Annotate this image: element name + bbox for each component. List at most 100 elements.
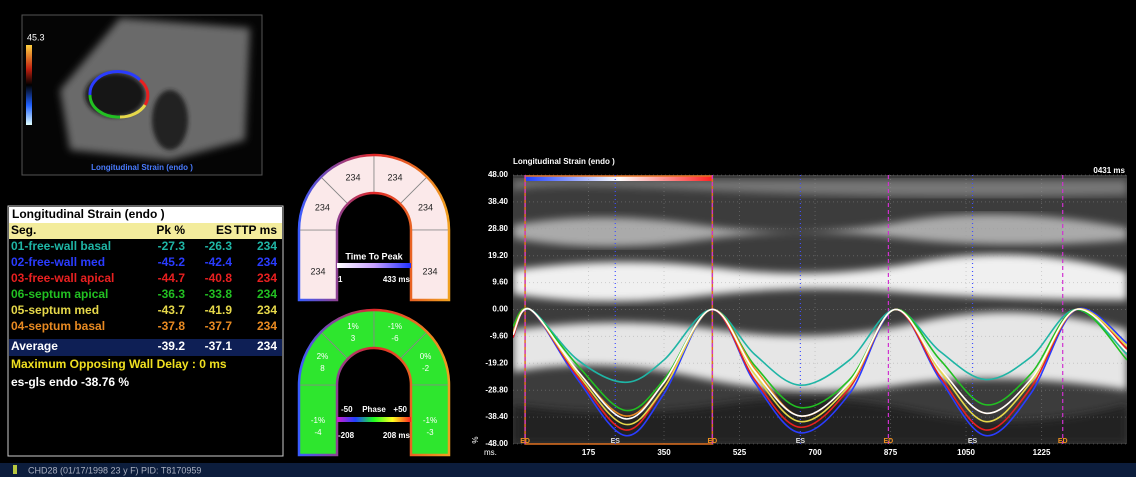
y-tick-label: -38.40: [485, 412, 508, 421]
segment-pct: 1%: [347, 322, 359, 331]
cavity: [152, 90, 188, 150]
segment-value: 234: [346, 172, 361, 182]
header-cell: ES: [216, 223, 232, 237]
wall-delay: Maximum Opposing Wall Delay : 0 ms: [11, 357, 227, 371]
gls: es-gls endo -38.76 %: [11, 375, 129, 389]
segment-value: 234: [315, 202, 330, 212]
table-cell: -42.4: [205, 255, 233, 269]
segment-pct: 2%: [317, 352, 329, 361]
status-icon: [13, 465, 17, 474]
x-tick-label: 175: [582, 448, 596, 457]
legend-bar: [337, 263, 411, 268]
average-cell: -37.1: [205, 339, 233, 353]
results-table: Longitudinal Strain (endo ) Maximum Oppo…: [8, 206, 283, 456]
legend-right: +50: [393, 405, 407, 414]
table-cell: -27.3: [158, 239, 186, 253]
legend-min: 1: [338, 275, 343, 284]
chart-annotation: 0431 ms: [1093, 166, 1125, 175]
table-cell: -36.3: [158, 287, 186, 301]
patient-info: CHD28 (01/17/1998 23 y F) PID: T8170959: [28, 465, 201, 475]
y-axis-label: %: [471, 436, 480, 443]
segment-pct: -1%: [311, 416, 325, 425]
table-cell: -43.7: [158, 303, 186, 317]
scale-value: 45.3: [27, 32, 45, 42]
table-title: Longitudinal Strain (endo ): [12, 207, 165, 221]
screen: 45.3 Longitudinal Strain (endo ) Longitu…: [0, 0, 1136, 477]
event-label: ES: [968, 438, 978, 445]
y-tick-label: 0.00: [492, 305, 508, 314]
map-segment: [411, 230, 449, 300]
table-cell: 234: [257, 239, 277, 253]
table-cell: -44.7: [158, 271, 186, 285]
event-label: ES: [796, 438, 806, 445]
table-cell: 234: [257, 287, 277, 301]
x-axis-label: ms.: [484, 448, 497, 457]
y-tick-label: -19.20: [485, 358, 508, 367]
y-tick-label: -48.00: [485, 439, 508, 448]
header-cell: TTP ms: [234, 223, 277, 237]
table-cell: -40.8: [205, 271, 233, 285]
header-cell: Pk %: [156, 223, 185, 237]
legend-max: 433 ms: [383, 275, 411, 284]
segment-value: -6: [391, 334, 399, 343]
y-tick-label: 19.20: [488, 251, 509, 260]
average-cell: 234: [257, 339, 277, 353]
average-cell: -39.2: [158, 339, 186, 353]
x-tick-label: 700: [808, 448, 822, 457]
segment-value: 8: [320, 364, 325, 373]
event-label: ED: [884, 438, 894, 445]
table-cell: -41.9: [205, 303, 233, 317]
x-tick-label: 350: [657, 448, 671, 457]
segment-pct: 0%: [420, 352, 432, 361]
header-cell: Seg.: [11, 223, 36, 237]
chart-title: Longitudinal Strain (endo ): [513, 157, 615, 166]
segment-value: 234: [418, 202, 433, 212]
event-label: ED: [1058, 438, 1068, 445]
table-cell: -33.8: [205, 287, 233, 301]
table-cell: -37.7: [205, 319, 233, 333]
segment-pct: -1%: [388, 322, 402, 331]
event-label: ED: [707, 438, 717, 445]
table-cell: 02-free-wall med: [11, 255, 105, 269]
x-tick-label: 525: [733, 448, 747, 457]
table-cell: 234: [257, 319, 277, 333]
y-tick-label: 9.60: [492, 278, 508, 287]
table-cell: 05-septum med: [11, 303, 99, 317]
y-tick-label: 28.80: [488, 224, 509, 233]
legend-title: Time To Peak: [345, 251, 403, 261]
segment-value: 234: [422, 266, 437, 276]
table-cell: -45.2: [158, 255, 186, 269]
status-bar: CHD28 (01/17/1998 23 y F) PID: T8170959: [0, 463, 1136, 477]
y-tick-label: 38.40: [488, 197, 509, 206]
event-label: ES: [611, 438, 621, 445]
thumbnail-caption: Longitudinal Strain (endo ): [91, 163, 193, 172]
table-cell: 01-free-wall basal: [11, 239, 111, 253]
y-tick-label: -28.80: [485, 385, 508, 394]
table-cell: 234: [257, 303, 277, 317]
table-cell: 03-free-wall apical: [11, 271, 114, 285]
segment-value: 234: [387, 172, 402, 182]
legend-min: -208: [338, 431, 355, 440]
table-cell: -37.8: [158, 319, 186, 333]
x-tick-label: 1050: [957, 448, 975, 457]
table-cell: -26.3: [205, 239, 233, 253]
legend-bar: [337, 417, 411, 422]
average-cell: Average: [11, 339, 58, 353]
legend-left: -50: [341, 405, 353, 414]
segment-value: -3: [426, 428, 434, 437]
legend-title: Phase: [362, 405, 386, 414]
segment-value: 3: [351, 334, 356, 343]
map-segment: [299, 230, 337, 300]
table-cell: 234: [257, 255, 277, 269]
table-cell: 04-septum basal: [11, 319, 105, 333]
x-tick-label: 875: [884, 448, 898, 457]
cavity: [85, 73, 145, 117]
color-scale: [26, 45, 32, 125]
thumbnail: 45.3 Longitudinal Strain (endo ): [22, 15, 262, 175]
y-tick-label: -9.60: [490, 332, 509, 341]
segment-value: -4: [314, 428, 322, 437]
event-label: ED: [520, 438, 530, 445]
segment-pct: -1%: [423, 416, 437, 425]
